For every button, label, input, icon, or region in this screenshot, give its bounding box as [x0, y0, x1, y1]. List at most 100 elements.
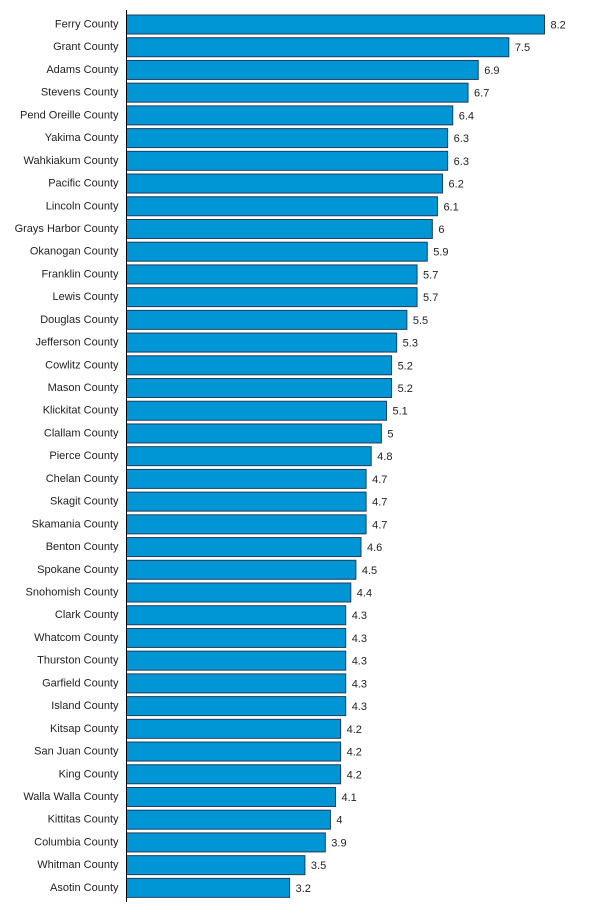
category-label: Mason County	[48, 382, 119, 394]
bar	[126, 673, 347, 694]
category-label: Douglas County	[40, 314, 119, 326]
value-label: 6.2	[449, 179, 464, 191]
bar	[126, 14, 545, 35]
category-label: Chelan County	[46, 473, 119, 485]
value-label: 5.2	[398, 383, 413, 395]
category-label: Okanogan County	[30, 246, 119, 258]
value-label: 6.1	[443, 201, 458, 213]
value-labels-group: 8.2 7.5 6.9 6.76.4 6.3 6.3 6.2 6.1 6 5.9 5.7 5.7 5.5…	[296, 20, 566, 895]
category-label: Snohomish County	[26, 587, 119, 599]
value-label: 4.2	[347, 769, 362, 781]
value-label: 4.3	[352, 656, 367, 668]
bar	[126, 559, 357, 580]
bar	[126, 718, 342, 739]
category-label: Clallam County	[44, 427, 119, 439]
category-labels-group: Ferry County Grant County Adams County Stev…	[15, 19, 119, 894]
value-label: 4.2	[347, 747, 362, 759]
category-label: Benton County	[46, 541, 119, 553]
bar	[126, 582, 352, 603]
bar	[126, 400, 387, 421]
category-label: Ferry County	[55, 19, 119, 31]
bar	[126, 764, 342, 785]
category-label: Walla Walla County	[23, 791, 119, 803]
bar	[126, 696, 347, 717]
bar	[126, 809, 331, 830]
category-label: Clark County	[55, 609, 119, 621]
value-label: 4.2	[347, 724, 362, 736]
category-label: Lewis County	[52, 291, 119, 303]
category-label: Grays Harbor County	[15, 223, 119, 235]
category-label: Asotin County	[50, 882, 119, 894]
category-label: Cowlitz County	[45, 359, 119, 371]
value-label: 5.5	[413, 315, 428, 327]
bar	[126, 605, 347, 626]
bar	[126, 218, 433, 239]
value-label: 5.7	[423, 292, 438, 304]
bar	[126, 741, 342, 762]
bar	[126, 468, 367, 489]
category-label: Pend Oreille County	[20, 109, 119, 121]
value-label: 4.6	[367, 542, 382, 554]
category-label: King County	[59, 768, 119, 780]
bar	[126, 491, 367, 512]
bar	[126, 128, 449, 149]
category-label: Whitman County	[37, 859, 119, 871]
value-label: 6.9	[484, 65, 499, 77]
bar	[126, 287, 418, 308]
value-label: 4.7	[372, 474, 387, 486]
value-label: 4.3	[352, 610, 367, 622]
category-label: Pierce County	[49, 450, 119, 462]
bar	[126, 196, 438, 217]
category-label: Skamania County	[32, 518, 119, 530]
category-label: Jefferson County	[36, 337, 119, 349]
value-label: 7.5	[515, 42, 530, 54]
value-label: 8.2	[551, 20, 566, 32]
category-label: Grant County	[53, 41, 119, 53]
category-label: Kitsap County	[50, 723, 119, 735]
bar	[126, 332, 398, 353]
category-label: Pacific County	[48, 178, 119, 190]
category-label: Stevens County	[41, 87, 119, 99]
value-label: 4.3	[352, 633, 367, 645]
value-label: 3.2	[296, 883, 311, 895]
value-label: 5.7	[423, 269, 438, 281]
bar	[126, 355, 393, 376]
value-label: 4	[336, 815, 342, 827]
value-label: 5.3	[403, 338, 418, 350]
category-label: Klickitat County	[43, 405, 119, 417]
value-label: 6.3	[454, 133, 469, 145]
value-label: 6.3	[454, 156, 469, 168]
value-label: 4.8	[377, 451, 392, 463]
category-label: Garfield County	[42, 677, 119, 689]
bar	[126, 832, 326, 853]
category-label: Franklin County	[41, 268, 119, 280]
value-label: 3.9	[331, 837, 346, 849]
value-label: 4.5	[362, 565, 377, 577]
value-label: 4.1	[342, 792, 357, 804]
bar	[126, 241, 428, 262]
value-label: 5	[387, 428, 393, 440]
bar	[126, 855, 306, 876]
category-label: Wahkiakum County	[24, 155, 119, 167]
bar	[126, 59, 479, 80]
category-label: Thurston County	[37, 655, 119, 667]
bar	[126, 173, 444, 194]
bar	[126, 446, 372, 467]
bars-group	[126, 14, 545, 898]
bar	[126, 627, 347, 648]
category-label: Yakima County	[45, 132, 119, 144]
category-label: Whatcom County	[34, 632, 119, 644]
value-label: 4.3	[352, 701, 367, 713]
category-label: Spokane County	[37, 564, 119, 576]
bar	[126, 514, 367, 535]
bar	[126, 105, 454, 126]
value-label: 6.4	[459, 110, 474, 122]
category-label: San Juan County	[34, 746, 119, 758]
value-label: 5.9	[433, 247, 448, 259]
bar	[126, 650, 347, 671]
bar	[126, 264, 418, 285]
value-label: 4.4	[357, 588, 372, 600]
value-label: 4.3	[352, 678, 367, 690]
category-label: Kittitas County	[48, 814, 119, 826]
